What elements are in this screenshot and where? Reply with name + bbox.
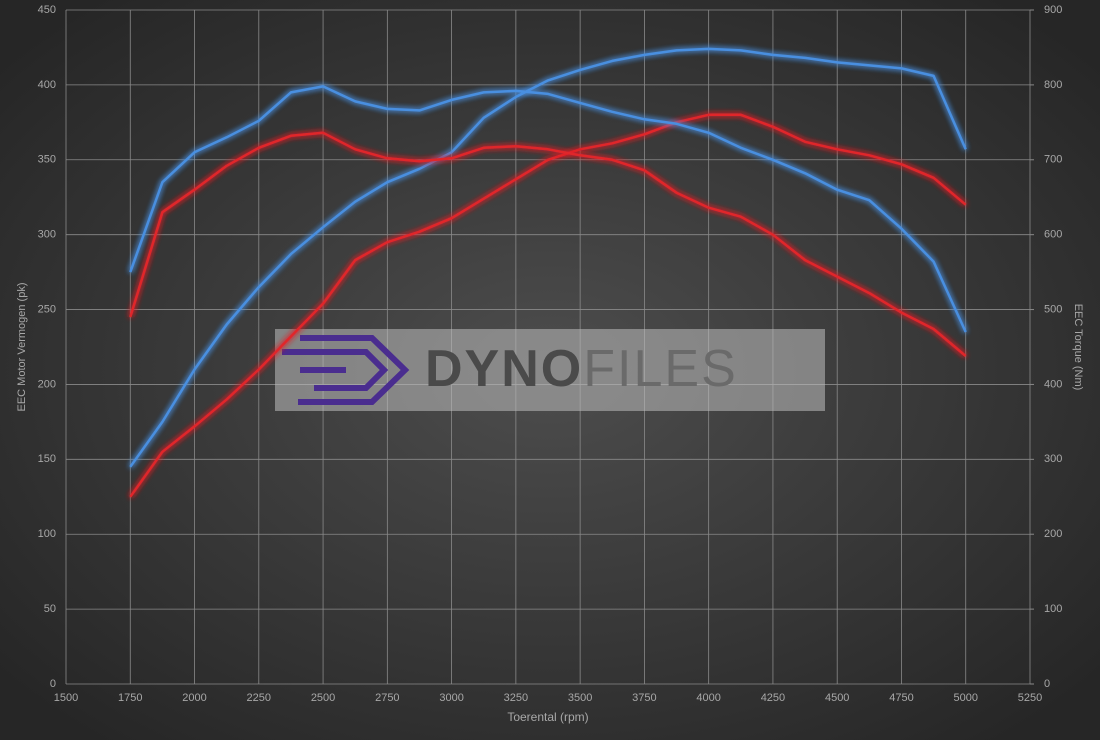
y-tick-label: 250 [38, 303, 56, 315]
watermark-logo [282, 335, 410, 405]
x-tick-label: 3250 [504, 692, 528, 704]
watermark: DYNOFILES [275, 329, 825, 411]
x-tick-label: 2000 [182, 692, 206, 704]
y-tick-label: 400 [38, 79, 56, 91]
watermark-box [275, 329, 825, 411]
series-line [129, 85, 967, 333]
y-tick-label: 300 [38, 229, 56, 241]
y2-tick-label: 700 [1044, 154, 1062, 166]
y-axis-label: EEC Motor Vermogen (pk) [16, 283, 28, 412]
x-tick-label: 5000 [953, 692, 977, 704]
x-tick-label: 3500 [568, 692, 592, 704]
y-tick-label: 200 [38, 378, 56, 390]
x-tick-label: 4750 [889, 692, 913, 704]
series-line [129, 47, 967, 468]
x-tick-label: 2750 [375, 692, 399, 704]
y2-tick-label: 500 [1044, 303, 1062, 315]
x-tick-label: 1750 [118, 692, 142, 704]
x-tick-label: 3750 [632, 692, 656, 704]
y-tick-label: 50 [44, 603, 56, 615]
y2-axis-label: EEC Torque (Nm) [1072, 304, 1084, 391]
y2-tick-label: 400 [1044, 378, 1062, 390]
y-tick-label: 450 [38, 4, 56, 16]
x-tick-label: 1500 [54, 692, 78, 704]
x-axis-label: Toerental (rpm) [507, 710, 588, 724]
series-line [129, 131, 967, 357]
x-tick-label: 4500 [825, 692, 849, 704]
y2-tick-label: 0 [1044, 678, 1050, 690]
x-tick-label: 3000 [439, 692, 463, 704]
y2-tick-label: 600 [1044, 229, 1062, 241]
x-tick-label: 2500 [311, 692, 335, 704]
y-tick-label: 350 [38, 154, 56, 166]
series-line [129, 113, 967, 498]
x-tick-label: 2250 [247, 692, 271, 704]
y-tick-label: 100 [38, 528, 56, 540]
lines [129, 47, 967, 498]
y2-tick-label: 100 [1044, 603, 1062, 615]
y2-tick-label: 800 [1044, 79, 1062, 91]
watermark-part: FILES [583, 340, 738, 398]
x-tick-label: 4250 [761, 692, 785, 704]
watermark-part: DYNO [425, 340, 583, 398]
y2-tick-label: 300 [1044, 453, 1062, 465]
watermark-text: DYNOFILES [425, 340, 738, 398]
x-tick-label: 4000 [696, 692, 720, 704]
x-tick-label: 5250 [1018, 692, 1042, 704]
y2-tick-label: 900 [1044, 4, 1062, 16]
y-tick-label: 150 [38, 453, 56, 465]
labels: Toerental (rpm) EEC Motor Vermogen (pk) … [16, 4, 1084, 724]
y-tick-label: 0 [50, 678, 56, 690]
y2-tick-label: 200 [1044, 528, 1062, 540]
